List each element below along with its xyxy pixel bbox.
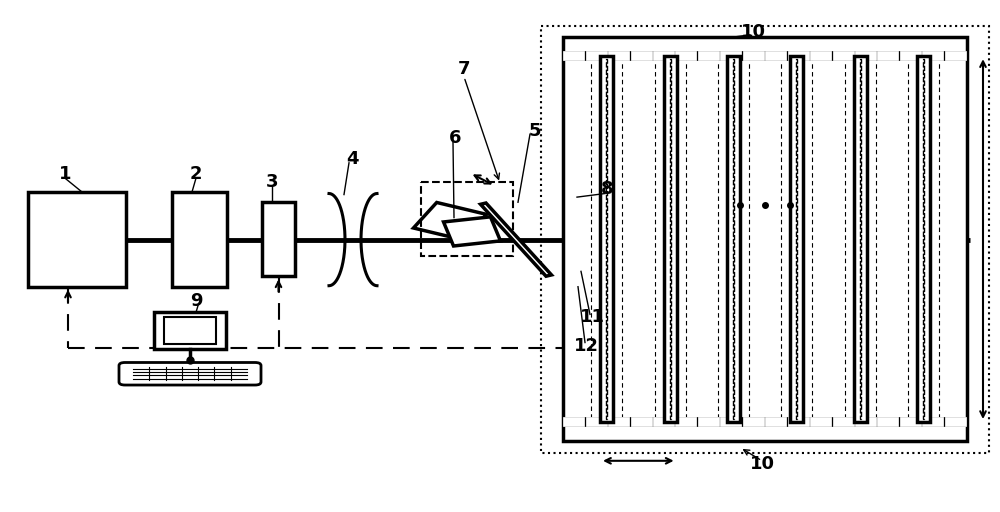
FancyBboxPatch shape [119,362,261,385]
Text: 1: 1 [59,165,71,183]
Text: 4: 4 [346,150,358,168]
Polygon shape [664,56,676,422]
Text: 10: 10 [750,455,774,473]
Text: 5: 5 [529,121,541,140]
Text: 3: 3 [266,173,278,191]
Text: 11: 11 [580,308,604,327]
Polygon shape [917,56,930,422]
Polygon shape [563,37,967,441]
Polygon shape [413,202,487,240]
Text: 9: 9 [190,292,202,310]
Polygon shape [790,56,803,422]
Polygon shape [154,312,226,349]
Polygon shape [600,56,613,422]
Polygon shape [727,56,740,422]
Polygon shape [164,317,216,344]
Text: 2: 2 [190,165,202,183]
Polygon shape [444,217,500,246]
Text: 6: 6 [449,129,461,147]
Polygon shape [481,203,551,276]
Text: 12: 12 [574,336,598,355]
Polygon shape [854,56,866,422]
Text: 8: 8 [601,180,613,199]
Text: 10: 10 [740,23,766,41]
Polygon shape [28,192,126,287]
Polygon shape [172,192,227,287]
Text: 7: 7 [458,60,470,78]
Polygon shape [262,202,295,276]
